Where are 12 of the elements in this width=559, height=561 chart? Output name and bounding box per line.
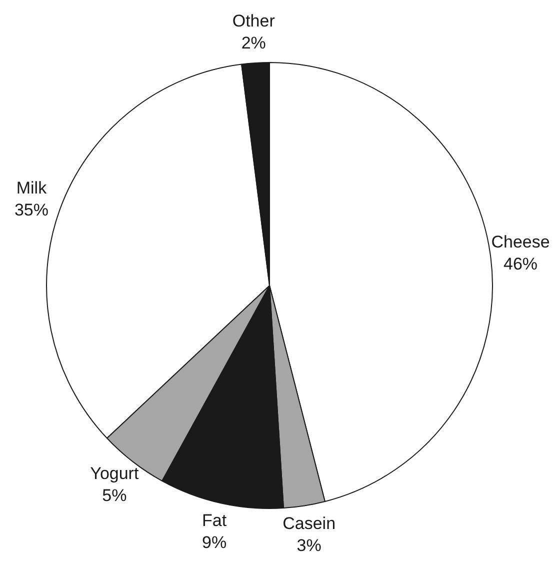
data-label: 35% [14,200,48,220]
data-label: 2% [241,34,266,53]
slice-label: Milk [16,178,48,198]
slice-label: Cheese [491,232,550,252]
slice-label: Casein [282,514,336,534]
slice-label: Fat [202,511,227,530]
slice-label: Other [232,12,276,31]
data-label: 5% [102,486,127,506]
data-label: 3% [296,536,322,556]
data-label: 9% [202,533,227,552]
data-label: 46% [503,254,538,274]
slice-label: Yogurt [90,464,139,484]
